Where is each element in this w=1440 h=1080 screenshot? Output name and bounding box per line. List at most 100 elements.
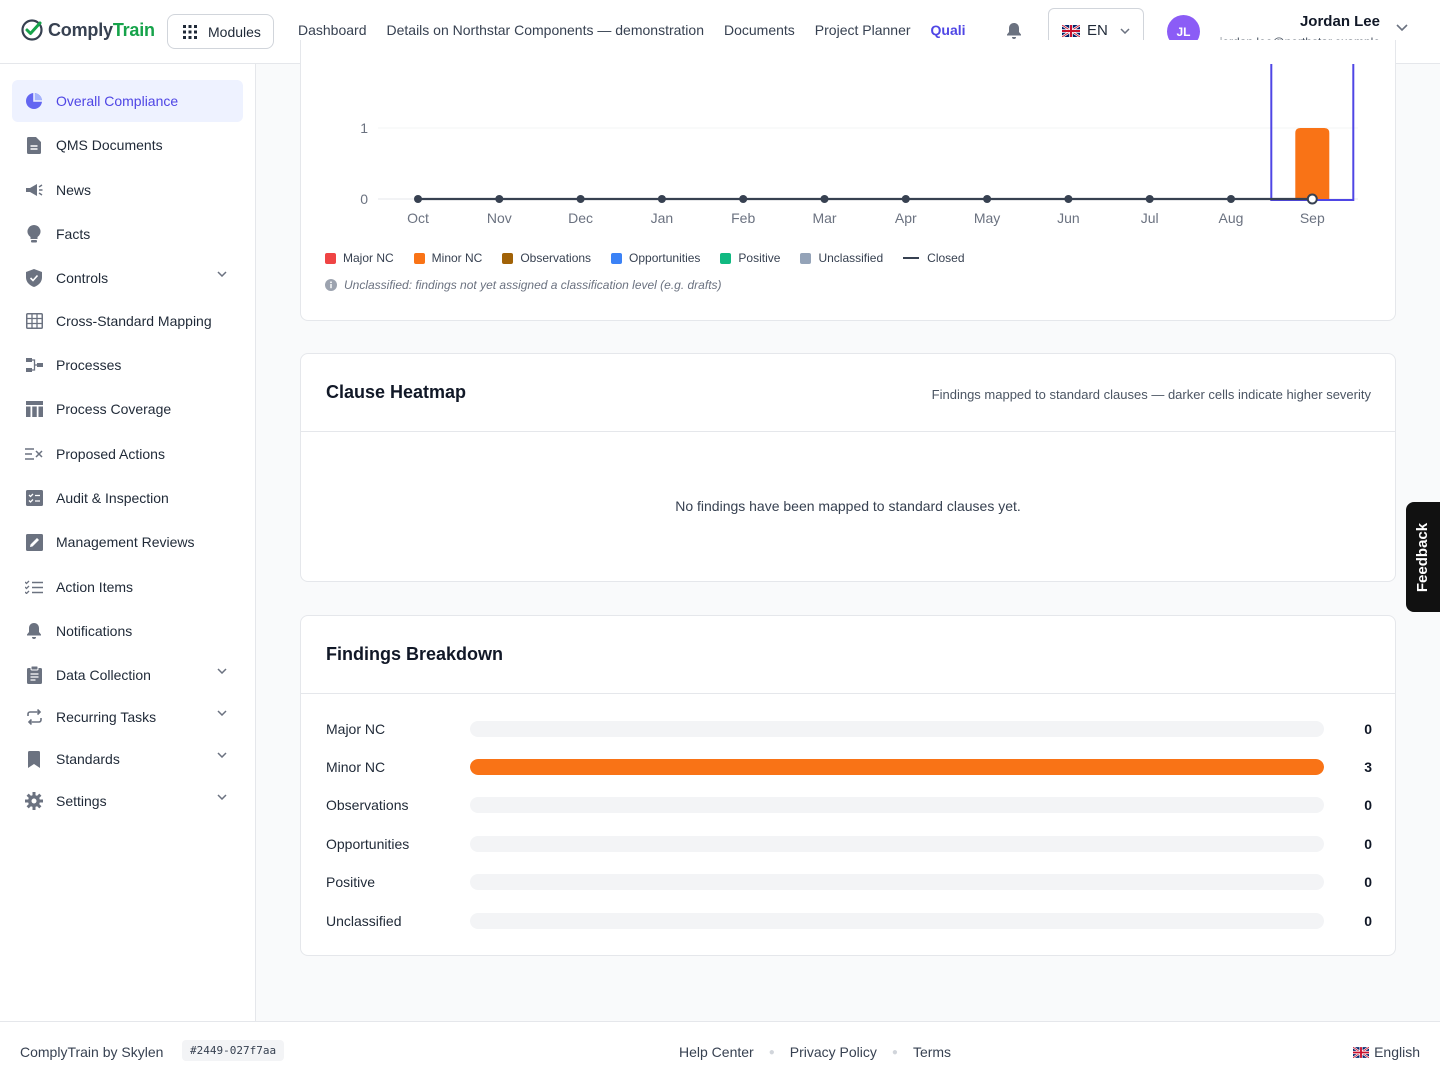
modules-button[interactable]: Modules — [167, 14, 274, 49]
sidebar-item-overall-compliance[interactable]: Overall Compliance — [12, 80, 243, 122]
logo-wordmark: ComplyTrain — [48, 20, 155, 41]
breakdown-value: 0 — [1364, 721, 1372, 737]
sidebar-item-facts[interactable]: Facts — [12, 213, 243, 255]
legend-item[interactable]: Minor NC — [413, 251, 483, 265]
columns-icon — [25, 400, 43, 418]
logo-wordmark-part1: Comply — [48, 19, 113, 40]
nav-documents[interactable]: Documents — [723, 22, 795, 38]
legend-item[interactable]: Positive — [720, 251, 780, 265]
card-subtitle: Findings mapped to standard clauses — da… — [931, 387, 1371, 402]
legend-swatch — [800, 252, 812, 264]
breakdown-value: 0 — [1364, 797, 1372, 813]
x-tick-label: Mar — [812, 210, 836, 226]
line-point — [657, 195, 666, 203]
legend-item[interactable]: Major NC — [325, 251, 394, 265]
breakdown-bar-fill — [470, 759, 1324, 775]
version-badge: #2449-027f7aa — [182, 1040, 285, 1061]
card-title: Clause Heatmap — [326, 382, 467, 402]
legend-item[interactable]: Opportunities — [611, 251, 700, 265]
breakdown-value: 0 — [1364, 874, 1372, 890]
breakdown-bar-track — [470, 759, 1324, 775]
breakdown-row: Unclassified 0 — [326, 911, 1372, 931]
sidebar-item-news[interactable]: News — [12, 169, 243, 211]
help-center-link[interactable]: Help Center — [679, 1044, 754, 1060]
sidebar-item-notifications[interactable]: Notifications — [12, 610, 243, 652]
sidebar-item-management-reviews[interactable]: Management Reviews — [12, 521, 243, 563]
list-x-icon — [25, 445, 43, 463]
sidebar-item-label: Notifications — [56, 623, 133, 639]
legend-label: Positive — [738, 251, 781, 265]
chevron-down-icon[interactable] — [217, 668, 227, 674]
breakdown-bar-track — [470, 874, 1324, 890]
feedback-tab[interactable]: Feedback — [1406, 502, 1440, 612]
app-logo[interactable]: ComplyTrain — [20, 18, 155, 42]
pen-square-icon — [25, 533, 43, 551]
sidebar-item-label: Processes — [56, 357, 122, 373]
legend-swatch — [502, 252, 514, 264]
line-point — [1227, 195, 1235, 203]
user-menu-chevron-icon[interactable] — [1396, 24, 1408, 32]
lightbulb-icon — [25, 225, 43, 243]
legend-item[interactable]: Unclassified — [800, 251, 883, 265]
legend-item[interactable]: Observations — [502, 251, 591, 265]
legend-label: Minor NC — [431, 251, 483, 265]
top-nav: Dashboard Details on Northstar Component… — [298, 0, 1022, 64]
clause-heatmap-card: Clause Heatmap Findings mapped to standa… — [300, 353, 1396, 582]
language-code: EN — [1087, 22, 1108, 39]
privacy-policy-link[interactable]: Privacy Policy — [789, 1044, 877, 1060]
line-point — [1306, 193, 1318, 205]
x-tick-label: Aug — [1219, 210, 1244, 226]
breakdown-label: Minor NC — [326, 759, 386, 775]
sidebar-item-proposed-actions[interactable]: Proposed Actions — [12, 433, 243, 475]
sidebar-item-processes[interactable]: Processes — [12, 344, 243, 386]
nav-project-planner[interactable]: Project Planner — [814, 22, 911, 38]
legend-item[interactable]: Closed — [903, 251, 965, 265]
sidebar-item-label: Standards — [56, 751, 120, 767]
empty-state-message: No findings have been mapped to standard… — [675, 498, 1021, 514]
chart-note-text: Unclassified: findings not yet assigned … — [344, 278, 722, 292]
chevron-down-icon[interactable] — [217, 794, 227, 800]
line-point — [901, 195, 910, 203]
breakdown-label: Positive — [326, 874, 376, 890]
chevron-down-icon[interactable] — [217, 271, 227, 277]
sidebar-item-audit-inspection[interactable]: Audit & Inspection — [12, 477, 243, 519]
sidebar-item-label: Overall Compliance — [56, 93, 179, 109]
breakdown-label: Major NC — [326, 721, 386, 737]
sidebar-item-label: Cross-Standard Mapping — [56, 313, 212, 329]
user-name[interactable]: Jordan Lee — [1299, 13, 1380, 30]
breakdown-value: 0 — [1364, 836, 1372, 852]
nav-quality[interactable]: Quali — [930, 22, 966, 38]
sidebar-item-recurring-tasks[interactable]: Recurring Tasks — [12, 696, 243, 738]
footer-brand: ComplyTrain by Skylen — [20, 1044, 164, 1060]
sidebar-item-standards[interactable]: Standards — [12, 738, 243, 780]
line-point — [739, 195, 748, 203]
sidebar-item-label: Facts — [56, 226, 91, 242]
legend-swatch — [611, 252, 623, 264]
chevron-down-icon[interactable] — [217, 710, 227, 716]
terms-link[interactable]: Terms — [912, 1044, 952, 1060]
sidebar-item-label: Proposed Actions — [56, 446, 165, 462]
table-grid-icon — [25, 312, 43, 330]
sidebar-item-label: Action Items — [56, 579, 134, 595]
nav-project-details[interactable]: Details on Northstar Components — demons… — [386, 22, 704, 38]
sidebar-item-settings[interactable]: Settings — [12, 780, 243, 822]
sidebar-item-process-coverage[interactable]: Process Coverage — [12, 388, 243, 430]
sidebar-item-data-collection[interactable]: Data Collection — [12, 654, 243, 696]
findings-breakdown-card: Findings Breakdown Major NC 0 Minor NC 3 Obs… — [300, 615, 1396, 956]
checklist-icon — [25, 489, 43, 507]
breakdown-bar-track — [470, 913, 1324, 929]
footer-language-selector[interactable]: English — [1353, 1044, 1420, 1060]
logo-wordmark-part2: Train — [112, 19, 155, 40]
sidebar-item-qms-documents[interactable]: QMS Documents — [12, 124, 243, 166]
sidebar-item-action-items[interactable]: Action Items — [12, 566, 243, 608]
sidebar-item-cross-standard-mapping[interactable]: Cross-Standard Mapping — [12, 300, 243, 342]
x-tick-label: Oct — [407, 210, 429, 226]
legend-label: Unclassified — [818, 251, 884, 265]
chevron-down-icon[interactable] — [217, 752, 227, 758]
sidebar-item-label: Controls — [56, 270, 109, 286]
notifications-bell-icon[interactable] — [1006, 22, 1022, 40]
sidebar-item-controls[interactable]: Controls — [12, 257, 243, 299]
nav-dashboard[interactable]: Dashboard — [298, 22, 367, 38]
x-tick-label: Nov — [487, 210, 512, 226]
breakdown-row: Major NC 0 — [326, 719, 1372, 739]
